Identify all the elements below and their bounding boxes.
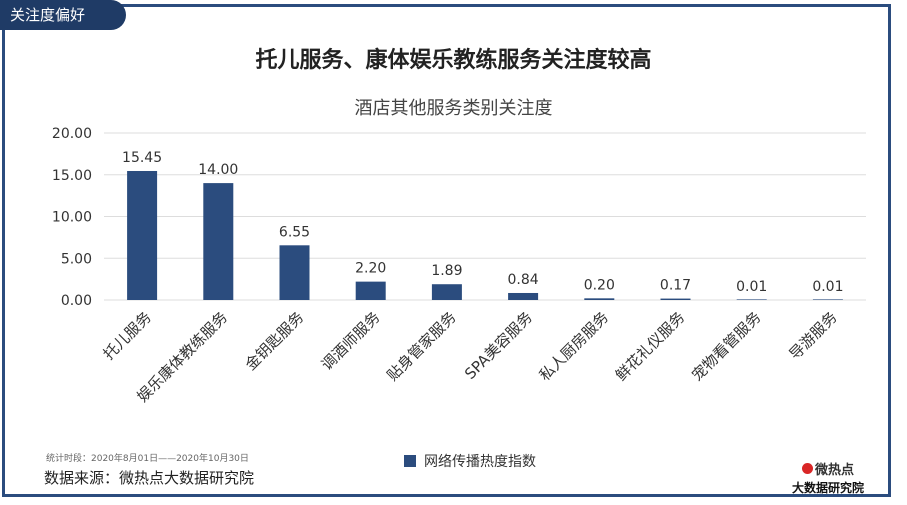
y-tick-label: 0.00 bbox=[61, 293, 92, 309]
bar bbox=[203, 183, 234, 300]
logo-bottom-text: 大数据研究院 bbox=[791, 481, 864, 495]
bar bbox=[431, 284, 462, 300]
section-tag: 关注度偏好 bbox=[0, 0, 126, 30]
chart-title: 酒店其他服务类别关注度 bbox=[354, 98, 553, 119]
logo-eye-icon bbox=[801, 463, 813, 474]
data-label: 15.45 bbox=[122, 150, 162, 166]
data-label: 14.00 bbox=[198, 162, 238, 178]
bar bbox=[812, 299, 843, 300]
x-tick-label: 导游服务 bbox=[786, 308, 841, 363]
bar bbox=[279, 245, 310, 300]
data-label: 0.20 bbox=[584, 277, 615, 293]
bar bbox=[660, 298, 691, 300]
y-tick-label: 15.00 bbox=[52, 168, 92, 184]
bar bbox=[584, 298, 615, 300]
chart-legend: 网络传播热度指数 bbox=[404, 451, 536, 471]
data-source: 数据来源：微热点大数据研究院 bbox=[44, 469, 255, 487]
x-tick-label: 金钥匙服务 bbox=[242, 308, 308, 374]
x-tick-label: 私人厨房服务 bbox=[536, 308, 612, 384]
x-tick-label: 贴身管家服务 bbox=[383, 308, 459, 384]
data-label: 0.01 bbox=[736, 279, 767, 295]
bar bbox=[355, 281, 386, 300]
y-tick-label: 10.00 bbox=[52, 210, 92, 226]
data-label: 2.20 bbox=[355, 261, 386, 277]
legend-swatch bbox=[404, 455, 416, 467]
brand-logo: 微热点 大数据研究院 bbox=[778, 459, 878, 496]
bar bbox=[736, 299, 767, 300]
chart-frame bbox=[2, 4, 891, 497]
data-label: 0.84 bbox=[508, 272, 539, 288]
bar bbox=[127, 170, 158, 300]
data-label: 0.01 bbox=[812, 279, 843, 295]
logo-top-text: 微热点 bbox=[814, 463, 854, 478]
x-tick-label: 鲜花礼仪服务 bbox=[612, 308, 688, 384]
bar bbox=[508, 292, 539, 300]
y-tick-label: 5.00 bbox=[61, 251, 92, 267]
y-tick-label: 20.00 bbox=[52, 126, 92, 142]
legend-label: 网络传播热度指数 bbox=[424, 454, 536, 470]
x-tick-label: 调酒师服务 bbox=[318, 308, 384, 374]
data-label: 0.17 bbox=[660, 278, 691, 294]
data-label: 6.55 bbox=[279, 224, 310, 240]
logo-top: 微热点 bbox=[778, 459, 878, 478]
page-headline: 托儿服务、康体娱乐教练服务关注度较高 bbox=[255, 48, 652, 73]
x-tick-label: SPA美容服务 bbox=[461, 308, 536, 383]
x-tick-label: 托儿服务 bbox=[100, 308, 155, 363]
x-tick-label: 宠物看管服务 bbox=[688, 308, 764, 384]
data-label: 1.89 bbox=[431, 263, 462, 279]
statistics-period: 统计时段：2020年8月01日——2020年10月30日 bbox=[46, 454, 249, 464]
